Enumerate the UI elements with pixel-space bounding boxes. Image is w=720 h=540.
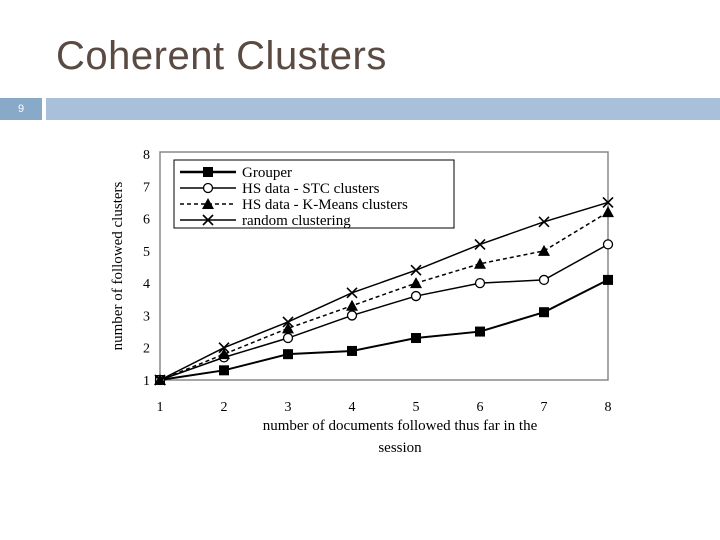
series-line-grouper <box>159 279 609 381</box>
data-point-random-clustering <box>154 374 166 386</box>
x-tick-label: 8 <box>605 400 612 415</box>
data-point-grouper <box>283 349 293 360</box>
y-tick-label: 3 <box>143 309 150 324</box>
legend-label: HS data - STC clusters <box>242 181 380 197</box>
x-tick-label: 1 <box>157 400 164 415</box>
data-point-random-clustering <box>282 316 294 328</box>
y-tick-label: 1 <box>143 374 150 389</box>
data-point-random-clustering <box>218 342 230 354</box>
data-point-grouper <box>603 274 613 285</box>
slide-title: Coherent Clusters <box>56 34 387 78</box>
data-point-hs-data-k-means-clusters <box>410 277 422 289</box>
data-point-hs-data-k-means-clusters <box>538 244 550 256</box>
data-point-hs-data-stc-clusters <box>602 239 614 250</box>
legend-label: random clustering <box>242 213 351 229</box>
y-tick-label: 4 <box>143 277 150 292</box>
y-tick-label: 8 <box>143 148 150 163</box>
data-point-hs-data-stc-clusters <box>282 332 294 344</box>
x-tick-label: 6 <box>477 400 484 415</box>
x-axis-label-line2: session <box>378 440 422 456</box>
y-tick-label: 5 <box>143 245 150 260</box>
x-axis-label-line1: number of documents followed thus far in… <box>263 418 538 434</box>
y-axis-label: number of followed clusters <box>110 181 126 350</box>
series-line-hs-data-k-means-clusters <box>159 211 609 381</box>
y-tick-label: 6 <box>143 213 150 228</box>
data-point-hs-data-stc-clusters <box>474 277 486 289</box>
data-point-grouper <box>411 333 421 344</box>
legend-marker <box>202 214 214 226</box>
legend-marker <box>202 198 214 209</box>
data-point-hs-data-k-means-clusters <box>346 299 358 311</box>
data-point-random-clustering <box>346 287 358 299</box>
series-line-random-clustering <box>159 201 609 381</box>
data-point-random-clustering <box>410 264 422 276</box>
y-tick-label: 7 <box>143 180 150 195</box>
data-point-random-clustering <box>602 196 614 208</box>
data-point-hs-data-stc-clusters <box>410 290 422 302</box>
data-point-grouper <box>539 307 549 318</box>
x-tick-label: 5 <box>413 400 420 415</box>
legend-marker <box>203 167 213 177</box>
legend-label: Grouper <box>242 165 292 181</box>
series-line-hs-data-stc-clusters <box>159 243 609 381</box>
y-tick-label: 2 <box>143 342 150 357</box>
title-bar <box>46 98 720 120</box>
data-point-hs-data-k-means-clusters <box>282 322 294 334</box>
legend-label: HS data - K-Means clusters <box>242 197 408 213</box>
data-point-grouper <box>475 326 485 337</box>
x-tick-label: 7 <box>541 400 548 415</box>
data-point-hs-data-k-means-clusters <box>602 206 614 218</box>
data-point-random-clustering <box>538 216 550 228</box>
x-tick-label: 3 <box>285 400 292 415</box>
data-point-grouper <box>347 345 357 356</box>
data-point-hs-data-k-means-clusters <box>474 257 486 269</box>
data-point-hs-data-stc-clusters <box>538 274 550 286</box>
legend-marker <box>202 182 214 194</box>
slide-number: 9 <box>0 98 42 120</box>
x-tick-label: 2 <box>221 400 228 415</box>
data-point-grouper <box>219 365 229 376</box>
data-point-random-clustering <box>474 238 486 250</box>
x-tick-label: 4 <box>349 400 356 415</box>
plot-area <box>159 151 609 381</box>
data-point-hs-data-k-means-clusters <box>218 348 230 360</box>
data-point-hs-data-stc-clusters <box>346 310 358 321</box>
